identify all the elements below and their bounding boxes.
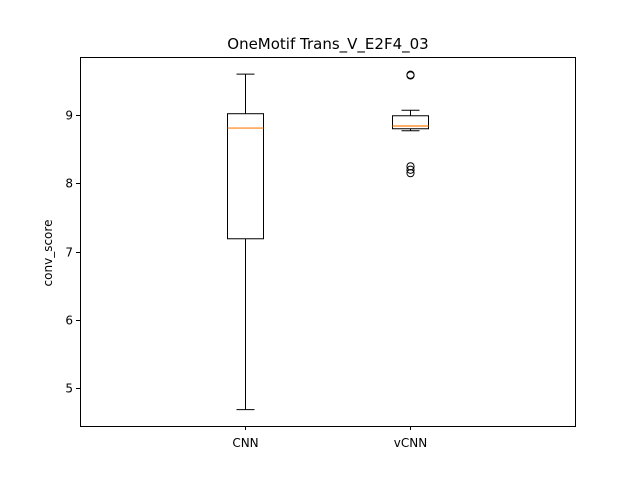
- y-tick-label: 6: [65, 314, 73, 328]
- x-tick-label: vCNN: [394, 436, 427, 450]
- plot-area: 5 6 7 8 9 CNN vCNN: [65, 70, 429, 450]
- iqr-box: [392, 115, 429, 130]
- iqr-box: [227, 113, 264, 240]
- y-tick-label: 5: [65, 382, 73, 396]
- y-tick-label: 9: [65, 109, 73, 123]
- outlier-point: [406, 70, 415, 79]
- y-axis-label: conv_score: [41, 220, 55, 287]
- y-tick-label: 7: [65, 246, 73, 260]
- outlier-point: [406, 165, 415, 174]
- y-tick-label: 8: [65, 177, 73, 191]
- x-tick-label: CNN: [232, 436, 258, 450]
- outlier-point: [406, 162, 415, 171]
- plot-frame: [80, 57, 576, 427]
- chart-title: OneMotif Trans_V_E2F4_03: [227, 35, 428, 54]
